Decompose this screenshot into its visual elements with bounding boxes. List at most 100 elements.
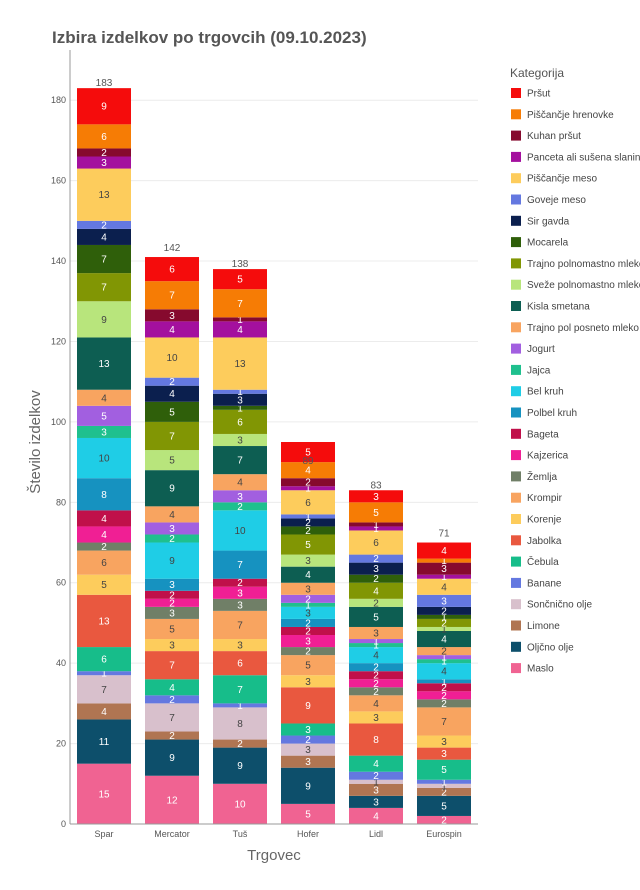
bar-segment: [349, 502, 403, 523]
bar-segment-label: 4: [169, 510, 175, 521]
legend-swatch: [511, 620, 521, 631]
bar-segment: [145, 421, 199, 451]
bar-segment-label: 3: [169, 641, 175, 652]
bar-segment: [145, 606, 199, 619]
bar-segment-label: 5: [169, 407, 175, 418]
bar-segment-label: 4: [373, 651, 379, 662]
bar-segment-label: 2: [237, 502, 243, 513]
bar-segment: [349, 626, 403, 640]
bar-segment-label: 4: [441, 667, 447, 678]
bar-segment: [77, 594, 131, 648]
bar-segment: [145, 679, 199, 696]
bar-segment-label: 3: [373, 797, 379, 808]
bar-segment-label: 3: [237, 641, 243, 652]
bar-segment: [417, 542, 471, 559]
bar-segment-label: 1: [441, 777, 447, 788]
legend-swatch: [511, 88, 521, 98]
bar-segment-label: 1: [305, 600, 311, 611]
bar-total-label: 89: [302, 456, 314, 467]
legend-item: Piščančje hrenovke: [527, 110, 614, 121]
bar-segment-label: 1: [305, 512, 311, 523]
bar-segment: [281, 514, 335, 519]
legend-item: Oljčno olje: [527, 642, 574, 653]
bar-segment-label: 9: [169, 484, 175, 495]
bar-segment-label: 3: [237, 435, 243, 446]
bar-segment: [213, 707, 267, 740]
bar-segment: [145, 257, 199, 282]
bar-segment-label: 7: [101, 255, 107, 266]
bar-segment: [77, 574, 131, 595]
bar-segment-label: 2: [373, 679, 379, 690]
legend-item: Jogurt: [527, 344, 555, 355]
bar-segment-label: 6: [169, 265, 175, 276]
bar-segment-label: 8: [101, 490, 107, 501]
bar-segment: [417, 683, 471, 692]
bar-segment: [145, 522, 199, 535]
legend-swatch: [511, 471, 521, 482]
legend-item: Mocarela: [527, 238, 569, 249]
bar-segment-label: 3: [237, 492, 243, 503]
bar-segment: [349, 795, 403, 808]
bar-segment: [349, 671, 403, 680]
bar-segment-label: 1: [237, 701, 243, 712]
bar-segment-label: 5: [373, 508, 379, 519]
bar-segment-label: 2: [101, 220, 107, 231]
bar-segment: [213, 433, 267, 447]
bar-segment: [281, 675, 335, 688]
bar-segment: [213, 651, 267, 676]
bar-segment-label: 7: [237, 685, 243, 696]
bar-segment: [145, 506, 199, 523]
bar-segment: [417, 647, 471, 656]
legend-swatch: [511, 514, 521, 524]
y-tick-label: 0: [61, 819, 66, 829]
legend-swatch: [511, 364, 521, 375]
bar-segment: [77, 273, 131, 302]
bar-segment-label: 1: [373, 524, 379, 535]
bar-segment-label: 5: [101, 411, 107, 422]
bar-segment: [213, 783, 267, 824]
bar-segment: [213, 409, 267, 434]
bar-segment-label: 6: [101, 655, 107, 666]
bar-segment: [77, 550, 131, 575]
bar-segment-label: 2: [373, 687, 379, 698]
bar-segment: [145, 321, 199, 338]
y-tick-label: 80: [56, 497, 66, 507]
bar-segment: [349, 530, 403, 555]
bar-segment-label: 4: [101, 707, 107, 718]
bar-segment: [417, 594, 471, 607]
bar-segment-label: 13: [98, 190, 110, 201]
bar-segment: [77, 220, 131, 229]
bar-segment-label: 7: [237, 456, 243, 467]
legend-item: Limone: [527, 621, 560, 632]
bar-segment-label: 1: [441, 781, 447, 792]
y-tick-label: 40: [56, 658, 66, 668]
bar-segment-label: 2: [305, 518, 311, 529]
bar-segment-label: 2: [237, 739, 243, 750]
bar-segment: [145, 703, 199, 732]
legend-item: Jajca: [527, 365, 551, 376]
bar-segment: [349, 687, 403, 696]
bar-segment-label: 7: [101, 283, 107, 294]
bar-segment-label: 5: [305, 448, 311, 459]
bar-segment-label: 7: [101, 685, 107, 696]
bar-segment: [145, 739, 199, 776]
bar-segment: [349, 490, 403, 503]
bar-segment: [417, 614, 471, 619]
legend-item: Trajno pol posneto mleko: [527, 323, 639, 334]
bar-segment-label: 1: [373, 777, 379, 788]
bar-segment-label: 4: [373, 699, 379, 710]
bar-segment: [77, 228, 131, 245]
bar-segment-label: 3: [101, 158, 107, 169]
bar-segment: [77, 675, 131, 704]
bar-segment-label: 1: [237, 403, 243, 414]
bar-segment: [77, 671, 131, 676]
bar-segment: [77, 763, 131, 824]
bar-segment: [145, 651, 199, 680]
legend-item: Goveje meso: [527, 195, 586, 206]
bar-segment: [281, 803, 335, 824]
bar-segment-label: 1: [441, 653, 447, 664]
bar-segment: [77, 88, 131, 125]
bar-segment: [281, 566, 335, 583]
bar-segment: [213, 598, 267, 611]
bar-segment: [281, 767, 335, 804]
